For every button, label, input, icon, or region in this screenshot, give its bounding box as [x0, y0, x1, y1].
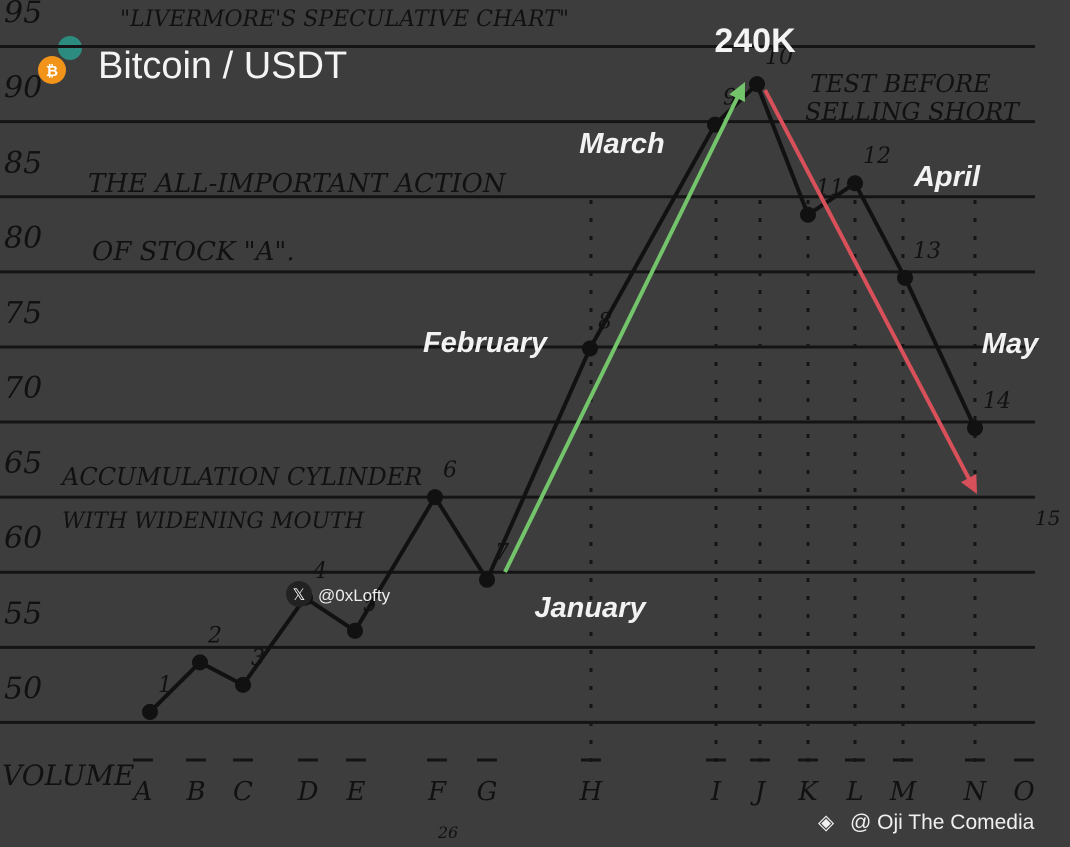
peak-label: 240K — [714, 22, 796, 60]
point — [847, 175, 863, 192]
down-arrow-head — [960, 474, 977, 494]
handwritten-note: WITH WIDENING MOUTH — [62, 509, 365, 534]
point-label: 3 — [251, 646, 265, 671]
point — [192, 654, 208, 671]
x-tick-label: I — [710, 777, 722, 807]
x-tick-label: H — [579, 777, 604, 807]
point — [897, 269, 913, 286]
point — [235, 676, 251, 693]
x-tick-label: J — [750, 777, 767, 807]
y-tick-label: 80 — [4, 221, 42, 256]
point — [967, 420, 983, 437]
x-tick-label: M — [889, 777, 918, 807]
credit: @ Oji The Comedia — [850, 811, 1035, 834]
point-label: 7 — [495, 541, 509, 566]
month-label: January — [534, 592, 647, 624]
x-tick-label: B — [185, 777, 205, 807]
month-label: February — [423, 327, 549, 359]
point — [142, 703, 158, 720]
y-tick-label: 75 — [4, 296, 42, 331]
x-tick-label: K — [797, 777, 819, 807]
x-logo-bg — [286, 581, 312, 607]
month-label: April — [913, 161, 981, 193]
point-label: 10 — [765, 45, 793, 70]
extra-point-label: 15 — [1035, 506, 1060, 530]
handwritten-note: OF STOCK "A". — [92, 237, 295, 267]
chart-title: Bitcoin / USDT — [98, 45, 347, 87]
y-tick-label: 90 — [4, 71, 42, 106]
y-tick-label: 70 — [4, 371, 42, 406]
month-label: May — [982, 328, 1040, 360]
x-tick-label: O — [1013, 777, 1034, 807]
x-tick-label: G — [477, 777, 498, 807]
page-number: 26 — [437, 823, 458, 842]
icon-bitcoin-symbol: ₿ — [46, 63, 58, 80]
x-tick-label: L — [845, 777, 863, 807]
handwritten-note: THE ALL-IMPORTANT ACTION — [88, 169, 507, 199]
point-label: 8 — [598, 309, 612, 334]
point — [800, 206, 816, 223]
x-tick-label: N — [963, 777, 988, 807]
x-logo: 𝕏 — [293, 587, 306, 604]
point — [479, 571, 495, 588]
x-tick-label: E — [346, 777, 366, 807]
y-tick-label: 60 — [4, 521, 42, 556]
x-tick-label: F — [427, 777, 447, 807]
down-arrow — [763, 89, 975, 487]
price-line — [148, 80, 977, 714]
handwritten-title: "LIVERMORE'S SPECULATIVE CHART" — [120, 7, 569, 32]
watermark: @0xLofty — [318, 586, 391, 605]
point-label: 13 — [913, 239, 941, 264]
handwritten-note: TEST BEFORE — [810, 70, 991, 98]
credit-icon: ◈ — [818, 811, 835, 834]
y-tick-label: 95 — [4, 0, 42, 31]
point-label: 12 — [863, 144, 891, 169]
x-tick-label: A — [132, 777, 153, 807]
point-label: 6 — [443, 458, 457, 483]
point-label: 4 — [312, 559, 327, 584]
point — [427, 489, 443, 506]
point — [582, 340, 598, 357]
point-label: 14 — [983, 389, 1011, 414]
point-label: 1 — [158, 673, 172, 698]
point — [347, 622, 363, 639]
x-tick-label: D — [297, 777, 319, 807]
up-arrow — [503, 90, 743, 573]
y-tick-label: 65 — [4, 446, 42, 481]
icon-bitcoin — [38, 56, 66, 84]
x-tick-label: C — [233, 777, 253, 807]
point-label: 5 — [363, 592, 377, 617]
volume-label: VOLUME — [2, 759, 134, 792]
point — [707, 116, 723, 133]
y-tick-label: 50 — [4, 671, 42, 706]
point — [749, 76, 765, 93]
y-tick-label: 85 — [4, 146, 42, 181]
up-arrow-head — [729, 82, 745, 102]
y-tick-label: 55 — [4, 596, 42, 631]
month-label: March — [579, 128, 664, 160]
point-label: 2 — [207, 623, 222, 648]
handwritten-note: ACCUMULATION CYLINDER — [60, 463, 422, 491]
handwritten-note: SELLING SHORT — [805, 98, 1021, 126]
